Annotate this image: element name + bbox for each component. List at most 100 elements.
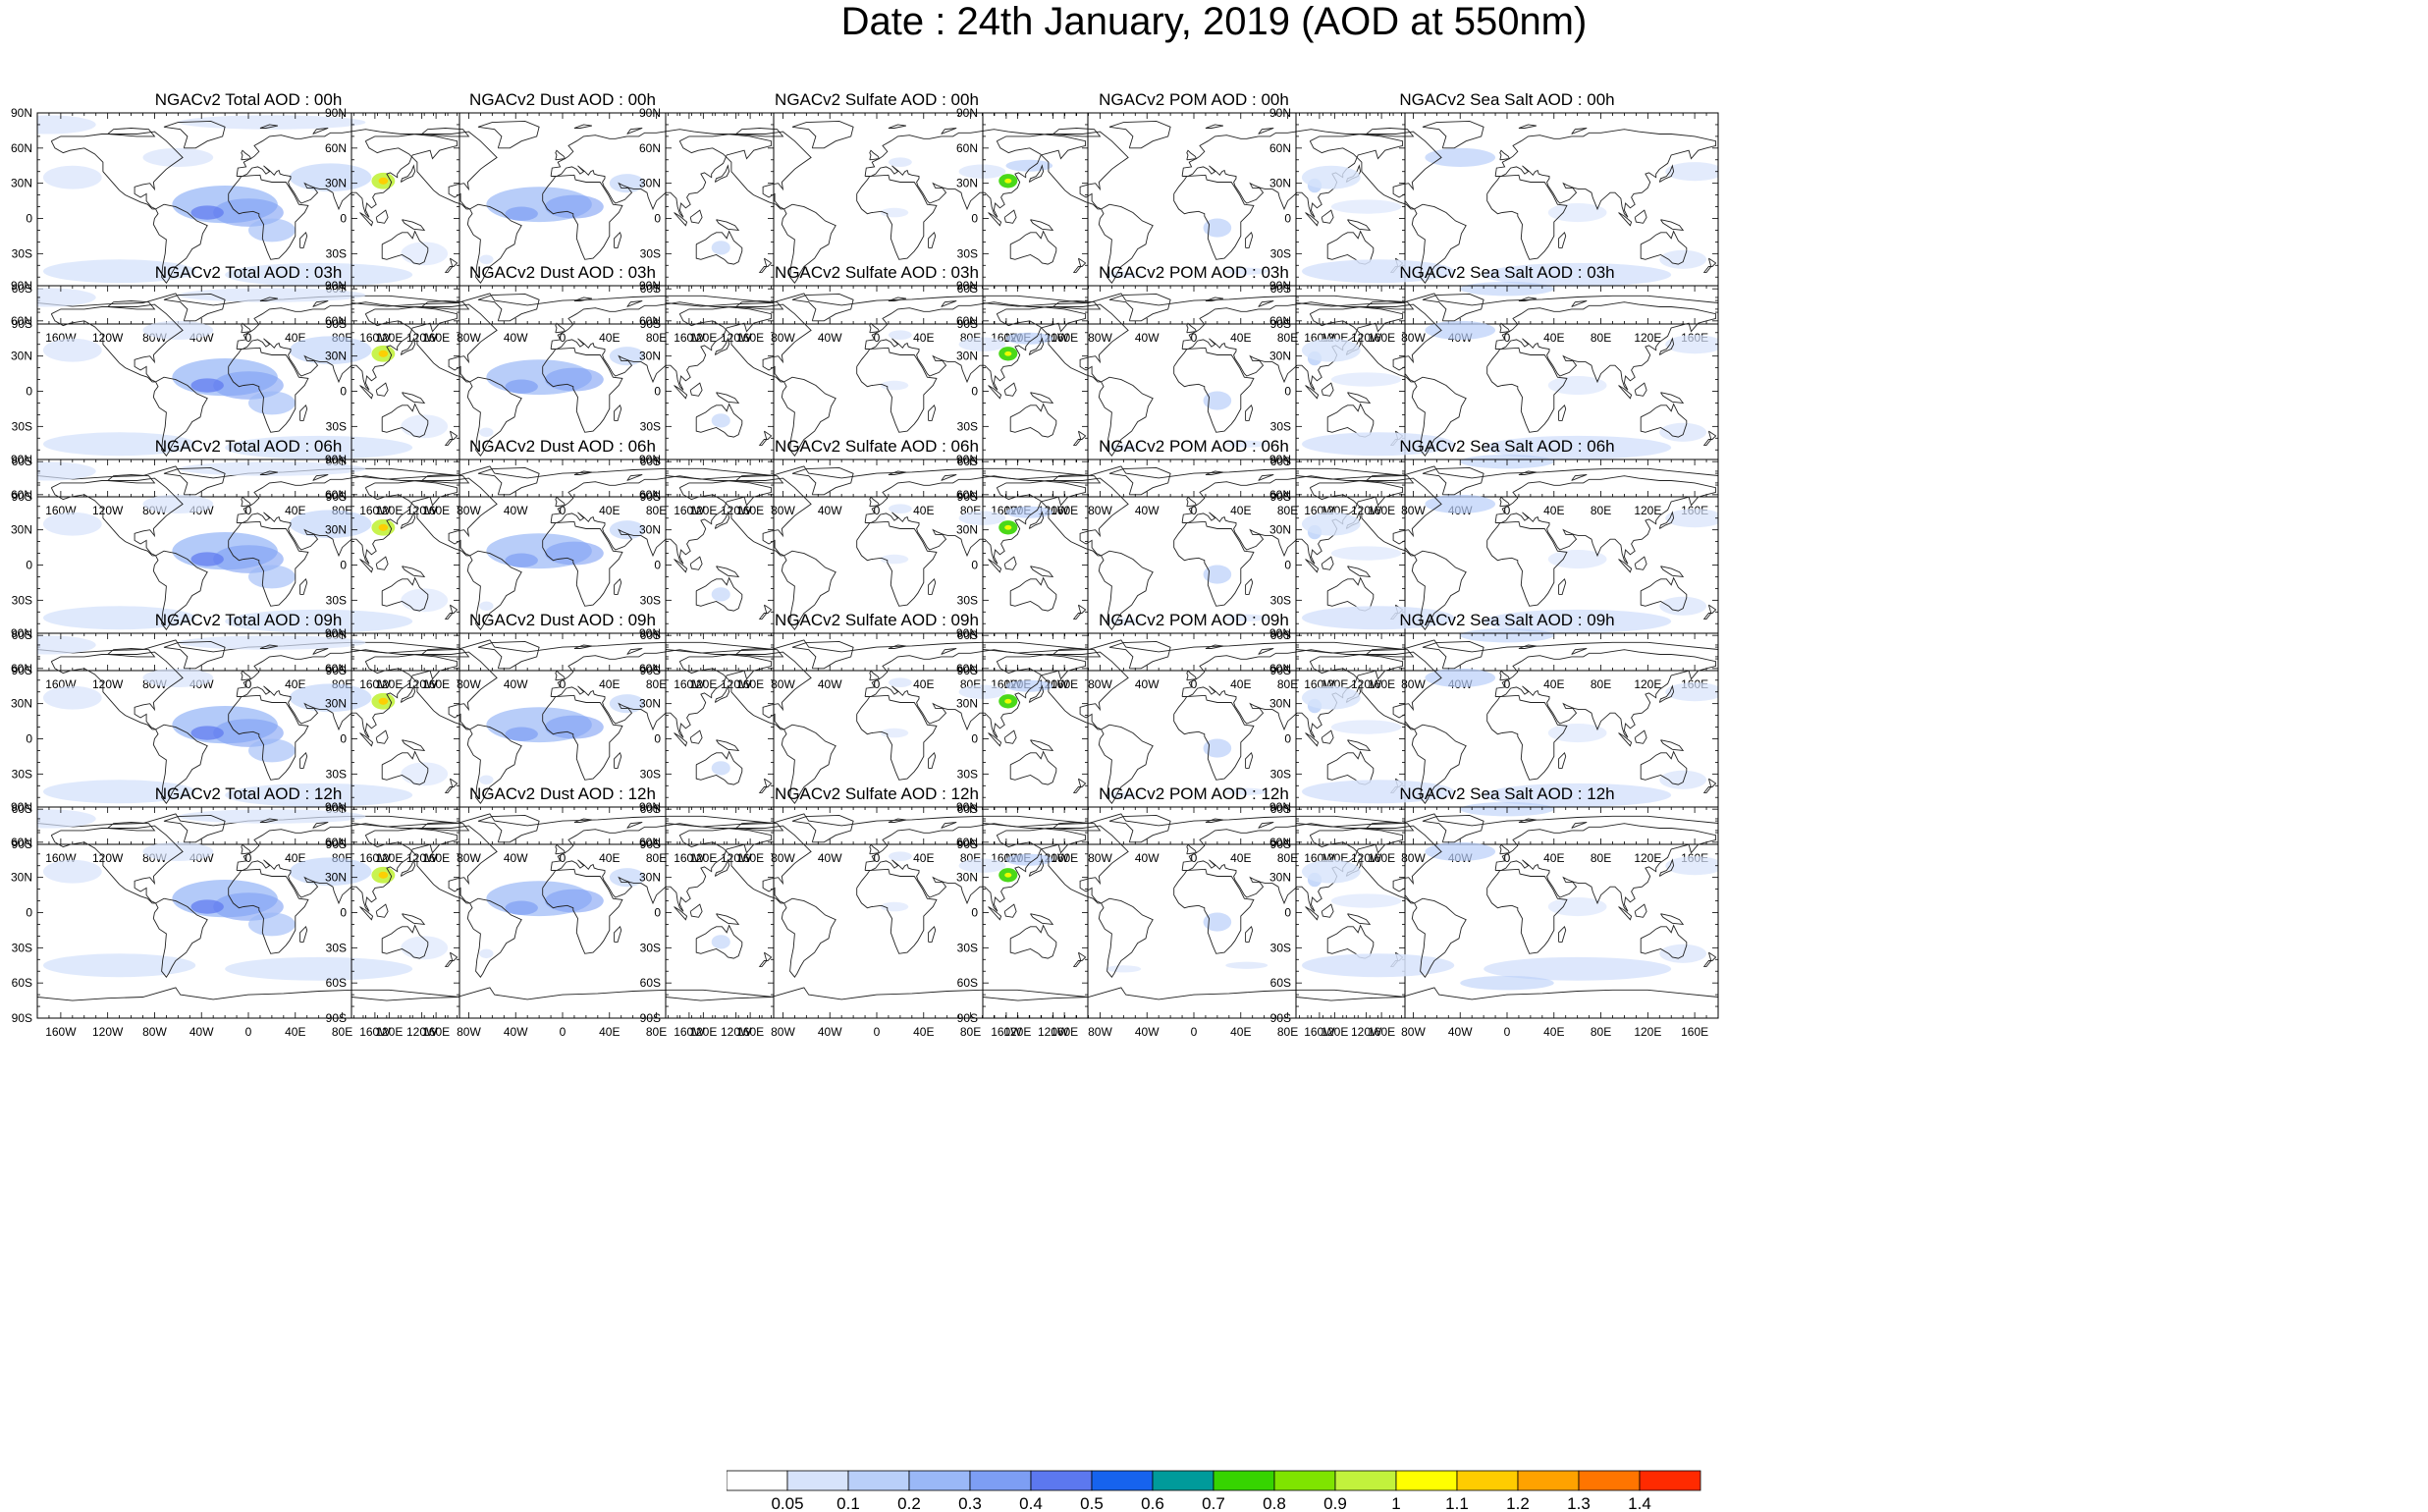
panel-title: NGACv2 Dust AOD : 06h [469, 437, 656, 456]
aod-patch [142, 320, 214, 340]
coastline [678, 131, 812, 210]
panel-title: NGACv2 Dust AOD : 12h [469, 784, 656, 803]
coastline [735, 822, 784, 832]
coastline [163, 120, 226, 149]
aod-patch [248, 912, 296, 937]
lon-tick-label: 160E [736, 851, 764, 865]
coastline [735, 300, 784, 310]
lon-tick-label: 160E [1051, 1025, 1078, 1039]
coastline [152, 203, 208, 284]
coastline [555, 670, 567, 681]
coastline [869, 670, 881, 681]
map-panel-pom-2: NGACv2 POM AOD : 06h 90N 60N 30N 0 30S 60S 90S 1… [945, 347, 1436, 691]
lon-tick-label: 0 [245, 851, 252, 865]
lat-tick-label: 90S [957, 1011, 978, 1025]
lon-tick-label: 40W [504, 331, 528, 345]
coastline [856, 868, 938, 954]
lat-tick-label: 90S [640, 837, 661, 851]
coastline [1660, 739, 1685, 751]
coastline [444, 604, 459, 620]
colorbar-label: 0.1 [836, 1494, 860, 1512]
coastline [1658, 684, 1675, 703]
aod-patch [505, 553, 538, 567]
coastline [1030, 913, 1054, 925]
aod-patch [1301, 259, 1455, 284]
coastline [299, 231, 308, 248]
lon-tick-label: 40W [818, 504, 842, 517]
coastline [666, 639, 1088, 654]
coastline [988, 385, 1002, 400]
lat-tick-label: 90N [11, 800, 32, 814]
lat-tick-label: 90S [12, 664, 32, 677]
lat-tick-label: 90N [1269, 626, 1291, 640]
aod-field [1301, 147, 1718, 297]
coastline [1518, 644, 1537, 649]
lat-tick-label: 60N [11, 314, 32, 328]
coastline [1098, 376, 1154, 457]
lat-tick-label: 0 [654, 212, 661, 226]
coastline [1618, 212, 1633, 227]
aod-patch [1106, 965, 1142, 973]
aod-field [37, 288, 449, 459]
lat-tick-label: 90N [325, 106, 347, 120]
ticks [36, 459, 460, 672]
aod-patch [1665, 682, 1718, 702]
aod-patch [42, 780, 196, 804]
lat-tick-label: 90N [325, 800, 347, 814]
aod-patch [1004, 698, 1012, 704]
lon-tick-label: 120E [1634, 1025, 1661, 1039]
coastline [689, 382, 703, 397]
lon-tick-label: 160W [674, 331, 705, 345]
coastlines [37, 814, 459, 1001]
lat-tick-label: 30N [11, 177, 32, 190]
lon-tick-label: 40W [1448, 1025, 1473, 1039]
aod-patch [1004, 351, 1012, 356]
aod-patch [1547, 202, 1607, 223]
lon-tick-label: 120E [375, 677, 403, 691]
lon-tick-label: 160E [1051, 851, 1078, 865]
lat-tick-label: 60N [1269, 836, 1291, 849]
colorbar-label: 0.9 [1323, 1494, 1347, 1512]
colorbar-label: 0.2 [897, 1494, 921, 1512]
lon-tick-label: 120W [92, 331, 124, 345]
coastline [983, 987, 1405, 1001]
aod-patch [479, 601, 494, 612]
coastline [299, 751, 308, 769]
lon-tick-label: 80W [142, 1025, 167, 1039]
lon-tick-label: 120E [689, 504, 717, 517]
lon-tick-label: 80W [1401, 1025, 1426, 1039]
lat-tick-label: 90N [639, 106, 661, 120]
lat-tick-label: 60N [11, 836, 32, 849]
lat-tick-label: 30N [639, 523, 661, 537]
coastline [928, 231, 937, 248]
colorbar-label: 1 [1391, 1494, 1400, 1512]
aod-patch [479, 427, 494, 438]
lat-tick-label: 30S [957, 767, 978, 781]
coastline [364, 651, 498, 730]
lon-tick-label: 40W [1135, 677, 1160, 691]
panel-title: NGACv2 Total AOD : 09h [154, 611, 343, 629]
colorbar-swatch [847, 1470, 910, 1491]
coastline [312, 300, 329, 307]
lon-tick-label: 160E [1051, 331, 1078, 345]
lon-tick-label: 80W [457, 1025, 481, 1039]
colorbar-swatch [1395, 1470, 1458, 1491]
coastline [550, 301, 773, 391]
aod-patch [1330, 199, 1402, 214]
lat-tick-label: 30S [957, 593, 978, 607]
lon-tick-label: 40E [599, 851, 620, 865]
coastline [1518, 297, 1537, 301]
lon-tick-label: 40E [913, 331, 934, 345]
coastline [1321, 729, 1334, 744]
lat-tick-label: 0 [654, 559, 661, 572]
coastline [107, 648, 156, 658]
lat-tick-label: 60S [1270, 976, 1291, 990]
coastlines [37, 293, 459, 480]
aod-patch [1106, 271, 1142, 279]
coastline [1296, 813, 1718, 828]
map-panel-total-0: NGACv2 Total AOD : 00h 90N 60N 30N 0 30S 60S 90… [0, 0, 491, 345]
coastline [666, 813, 1088, 828]
lon-tick-label: 160E [736, 331, 764, 345]
coastline [375, 209, 389, 224]
